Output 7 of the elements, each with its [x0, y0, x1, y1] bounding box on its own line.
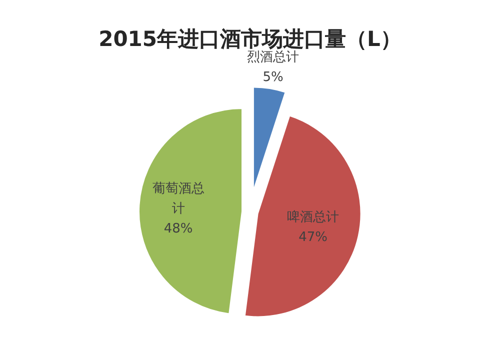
chart-title: 2015年进口酒市场进口量（L）	[98, 27, 402, 51]
data-label: 48%	[164, 221, 193, 236]
data-label: 5%	[262, 70, 284, 86]
slice-label: 啤酒总计	[287, 210, 340, 226]
slice-label: 葡萄酒总计	[152, 181, 204, 216]
data-label: 47%	[298, 230, 328, 246]
slice-label: 烈酒总计	[247, 50, 300, 66]
